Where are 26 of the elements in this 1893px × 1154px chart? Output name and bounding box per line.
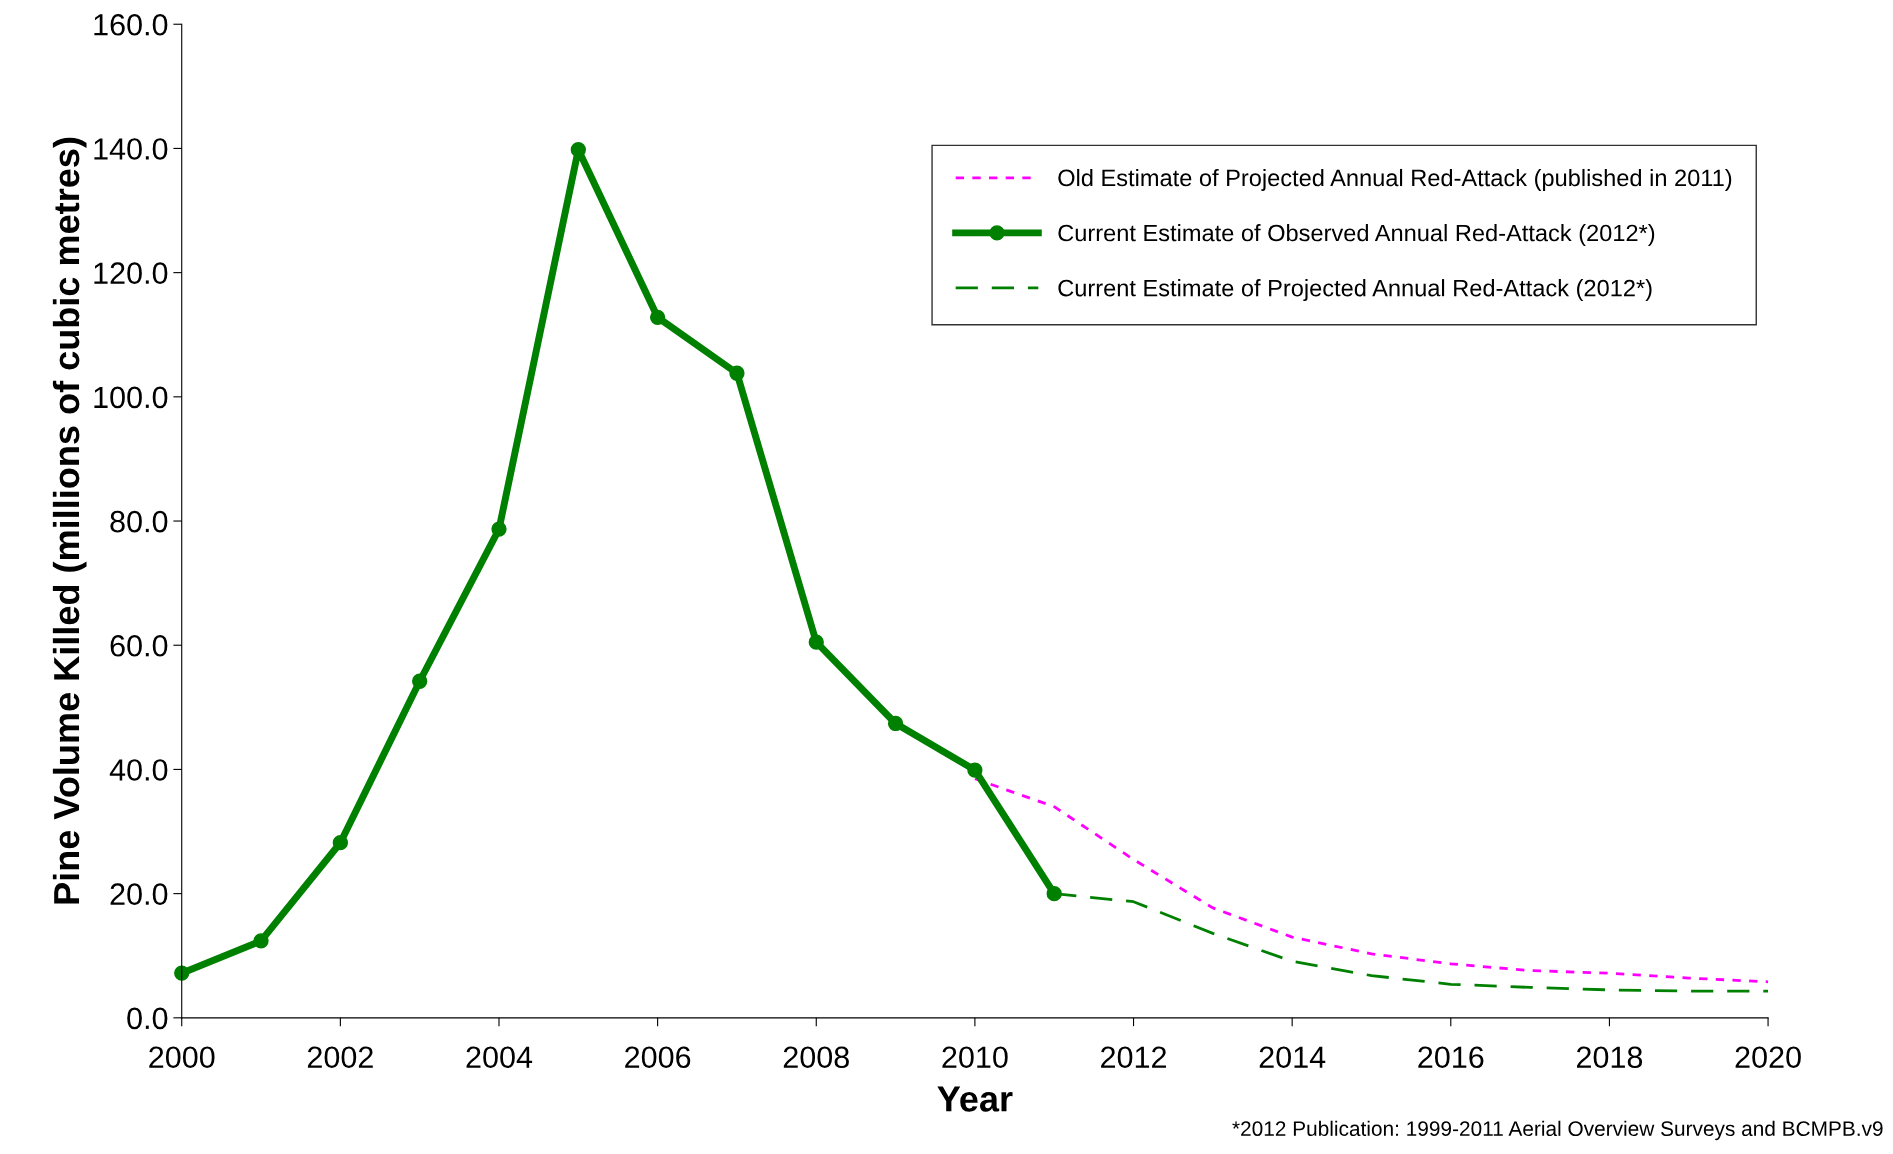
x-tick-label: 2020: [1735, 1046, 1801, 1069]
text: *2012 Publication: 1999-2011 Aerial Overview Surveys and BCMPB.v9: [1232, 1120, 1883, 1141]
y-tick-label: 100.0: [94, 386, 168, 409]
y-axis-title: Pine Volume Killed (millions of cubic metres): [52, 137, 87, 904]
legend-label: Old Estimate of Projected Annual Red-Attack (published in 2011): [1058, 168, 1732, 191]
x-tick-label: 2006: [625, 1046, 691, 1069]
y-tick-label: 120.0: [94, 262, 168, 284]
x-tick-label: 2008: [783, 1046, 849, 1069]
x-tick-label: 2010: [942, 1046, 1008, 1069]
y-tick-label: 80.0: [110, 510, 168, 533]
x-tick-label: 2016: [1418, 1046, 1484, 1069]
y-tick-label: 140.0: [94, 138, 168, 160]
y-tick-label: 40.0: [109, 759, 168, 781]
x-tick-label: 2004: [466, 1046, 533, 1069]
y-tick-label: 0.0: [127, 1007, 168, 1030]
x-tick-label: 2002: [307, 1046, 373, 1069]
legend-label: Current Estimate of Observed Annual Red-Attack (2012*): [1058, 224, 1655, 247]
legend-label: Current Estimate of Projected Annual Red-Attack (2012*): [1058, 279, 1652, 302]
y-tick-label: 160.0: [94, 13, 168, 36]
y-tick-label: 20.0: [110, 883, 168, 905]
x-tick-label: 2012: [1101, 1046, 1166, 1069]
x-tick-label: 2000: [149, 1046, 215, 1069]
x-tick-label: 2014: [1259, 1046, 1326, 1069]
x-axis-title: Year: [937, 1086, 1013, 1112]
y-tick-label: 60.0: [110, 634, 168, 657]
x-tick-label: 2018: [1576, 1046, 1643, 1069]
